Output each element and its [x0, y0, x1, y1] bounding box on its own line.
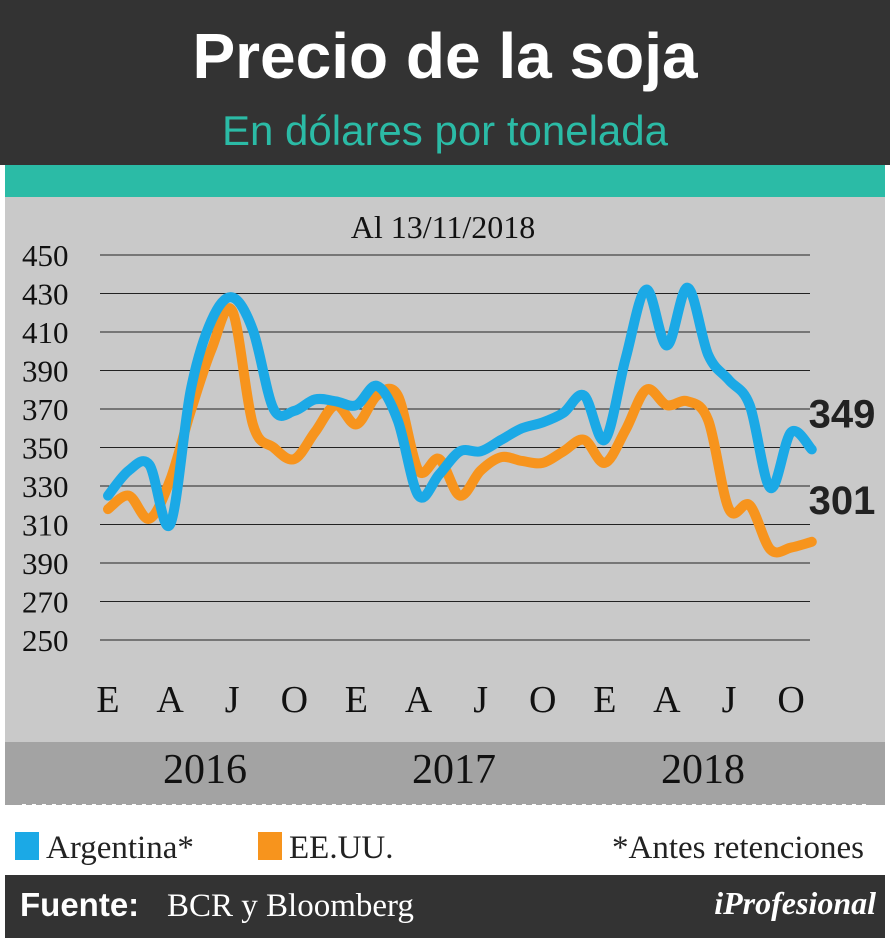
y-tick-label: 330	[22, 469, 69, 504]
y-tick-label: 410	[22, 315, 69, 350]
legend-label: EE.UU.	[289, 830, 393, 866]
chart-subtitle: En dólares por tonelada	[222, 107, 669, 154]
y-tick-label: 390	[22, 354, 69, 389]
chart-title: Precio de la soja	[192, 20, 698, 92]
y-tick-label: 310	[22, 508, 69, 543]
legend-label: Argentina*	[46, 830, 194, 866]
series-line	[103, 282, 817, 532]
y-tick-label: 350	[22, 431, 69, 466]
header-band	[0, 0, 890, 165]
accent-band	[5, 165, 885, 197]
y-tick-label: 450	[22, 238, 69, 273]
end-value-label: 301	[809, 479, 876, 523]
year-label: 2018	[661, 747, 745, 793]
x-tick-label: E	[345, 679, 368, 721]
x-tick-label: A	[405, 679, 433, 721]
brand: iProfesional	[714, 885, 876, 921]
footer-band	[5, 875, 885, 938]
footnote: *Antes retenciones	[612, 830, 864, 866]
x-tick-label: J	[722, 679, 737, 721]
x-tick-label: O	[281, 679, 308, 721]
y-tick-label: 250	[22, 623, 69, 658]
y-tick-label: 270	[22, 585, 69, 620]
source-label: Fuente:	[20, 886, 139, 923]
x-tick-label: J	[225, 679, 240, 721]
x-tick-label: E	[593, 679, 616, 721]
y-tick-label: 370	[22, 392, 69, 427]
legend-swatch	[258, 832, 282, 860]
x-tick-label: O	[777, 679, 804, 721]
series-line	[103, 303, 817, 558]
x-tick-label: J	[473, 679, 488, 721]
year-label: 2017	[412, 747, 496, 793]
y-tick-label: 390	[22, 546, 69, 581]
x-tick-label: A	[156, 679, 184, 721]
source: BCR y Bloomberg	[167, 888, 414, 924]
legend-swatch	[15, 832, 39, 860]
x-tick-label: E	[96, 679, 119, 721]
y-tick-label: 430	[22, 277, 69, 312]
year-band	[5, 742, 885, 805]
x-tick-label: O	[529, 679, 556, 721]
year-label: 2016	[163, 747, 247, 793]
end-value-label: 349	[809, 392, 876, 436]
date-note: Al 13/11/2018	[351, 209, 536, 245]
x-tick-label: A	[653, 679, 681, 721]
